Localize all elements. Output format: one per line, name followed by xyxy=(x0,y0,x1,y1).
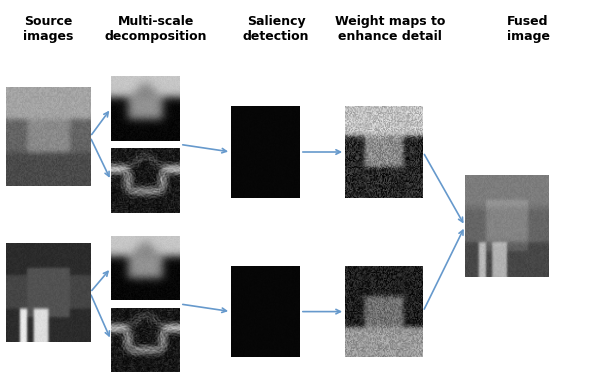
Text: Multi-scale
decomposition: Multi-scale decomposition xyxy=(105,15,207,43)
Text: Weight maps to
enhance detail: Weight maps to enhance detail xyxy=(335,15,445,43)
Text: Source
images: Source images xyxy=(23,15,73,43)
Text: Saliency
detection: Saliency detection xyxy=(243,15,309,43)
Text: IR: IR xyxy=(42,260,54,272)
Text: Fused
image: Fused image xyxy=(506,15,550,43)
Text: Visible: Visible xyxy=(28,96,68,109)
